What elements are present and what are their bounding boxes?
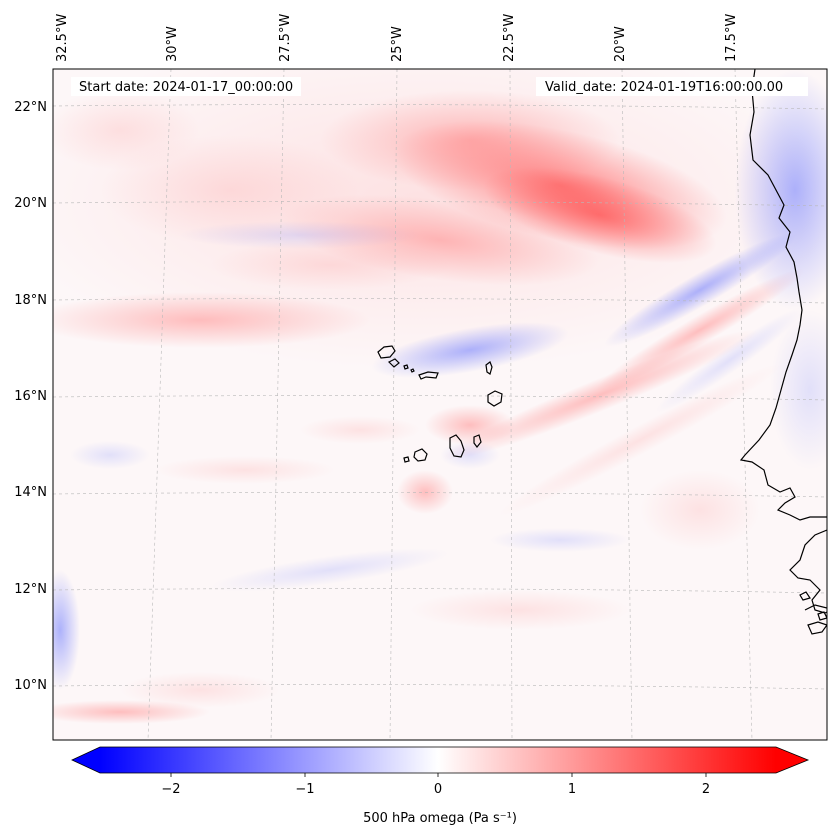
cbar-tick-minus-1: −1 xyxy=(295,782,314,797)
colorbar-tick-labels: −2 −1 0 1 2 xyxy=(161,782,710,797)
guinea-bissau-coast xyxy=(789,529,827,614)
valid-date-label: Valid_date: 2024-01-19T16:00:00.00 xyxy=(545,80,783,95)
lat-label-10n: 10°N xyxy=(14,678,47,693)
lon-label-20w: 20°W xyxy=(613,26,628,62)
colorbar-outline xyxy=(71,746,810,774)
map-panel: Start date: 2024-01-17_00:00:00 Valid_da… xyxy=(14,14,828,741)
cbar-tick-2: 2 xyxy=(702,782,710,797)
longitude-labels: 32.5°W 30°W 27.5°W 25°W 22.5°W 20°W 17.5… xyxy=(55,14,739,62)
lat-label-22n: 22°N xyxy=(14,100,47,115)
graticule xyxy=(53,69,827,740)
lon-label-27-5w: 27.5°W xyxy=(278,14,293,62)
colorbar-ticks xyxy=(170,773,707,777)
start-date-box: Start date: 2024-01-17_00:00:00 xyxy=(71,77,301,96)
coastlines xyxy=(377,69,827,635)
sao-nicolau-island xyxy=(418,371,439,380)
lat-label-14n: 14°N xyxy=(14,485,47,500)
cbar-tick-1: 1 xyxy=(568,782,576,797)
africa-coastline xyxy=(739,69,827,521)
colorbar-extend-min xyxy=(72,747,100,773)
lon-label-17-5w: 17.5°W xyxy=(724,14,739,62)
boa-vista-island xyxy=(487,390,503,407)
omega-field xyxy=(53,69,827,724)
lon-label-22-5w: 22.5°W xyxy=(502,14,517,62)
fogo-island xyxy=(413,448,428,462)
sal-island xyxy=(485,361,493,375)
latitude-labels: 22°N 20°N 18°N 16°N 14°N 12°N 10°N xyxy=(14,100,47,693)
valid-date-box: Valid_date: 2024-01-19T16:00:00.00 xyxy=(536,77,808,96)
lat-label-12n: 12°N xyxy=(14,582,47,597)
sao-vicente-island xyxy=(387,358,400,368)
lat-label-20n: 20°N xyxy=(14,196,47,211)
maio-island xyxy=(473,434,482,448)
cbar-tick-0: 0 xyxy=(434,782,442,797)
lon-label-30w: 30°W xyxy=(165,26,180,62)
lon-label-32-5w: 32.5°W xyxy=(55,14,70,62)
colorbar-label: 500 hPa omega (Pa s⁻¹) xyxy=(363,811,517,826)
colorbar-extend-max xyxy=(776,747,808,773)
santa-luzia-island xyxy=(403,364,409,370)
santo-antao-island xyxy=(377,345,396,359)
colorbar: −2 −1 0 1 2 500 hPa omega (Pa s⁻¹) xyxy=(71,746,810,826)
brava-island xyxy=(403,456,410,463)
santiago-island xyxy=(449,434,465,458)
map-border xyxy=(52,68,828,741)
lat-label-16n: 16°N xyxy=(14,389,47,404)
lon-label-25w: 25°W xyxy=(390,26,405,62)
cbar-tick-minus-2: −2 xyxy=(161,782,180,797)
start-date-label: Start date: 2024-01-17_00:00:00 xyxy=(79,80,293,95)
lat-label-18n: 18°N xyxy=(14,293,47,308)
colorbar-gradient xyxy=(100,747,776,773)
